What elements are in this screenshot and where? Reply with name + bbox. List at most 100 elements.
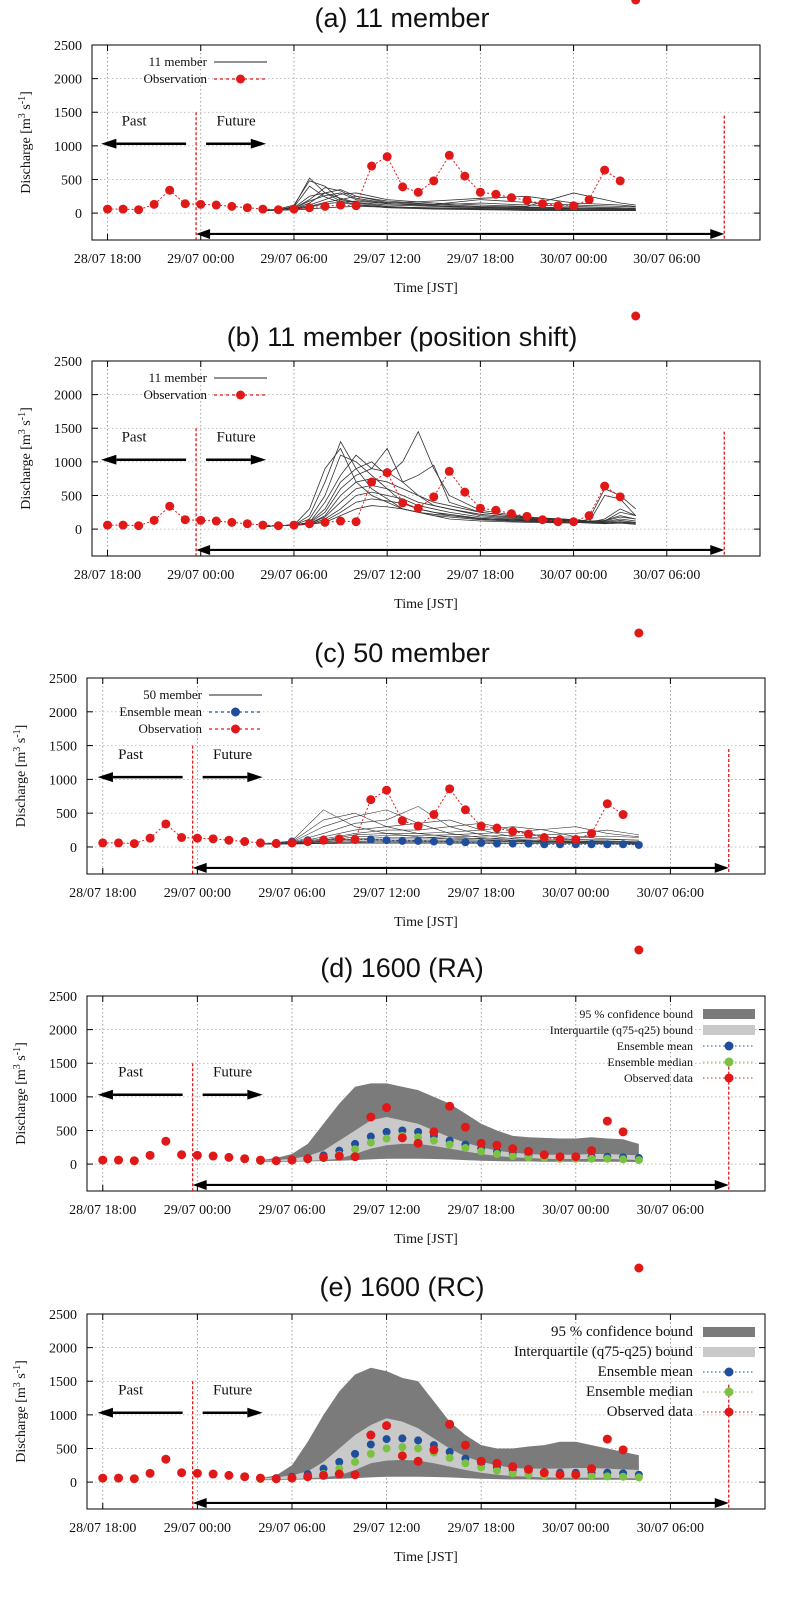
x-tick-label: 29/07 18:00 bbox=[448, 886, 515, 901]
ensemble-median-point bbox=[445, 1140, 454, 1149]
observation-point bbox=[413, 1138, 423, 1148]
ensemble-mean-point bbox=[603, 840, 612, 849]
legend: 11 member Observation bbox=[143, 370, 267, 402]
forecast-period-arrow-left bbox=[196, 544, 211, 555]
ensemble-median-point bbox=[603, 1154, 612, 1163]
legend-swatch-point bbox=[724, 1041, 734, 1051]
x-tick-label: 30/07 00:00 bbox=[542, 1521, 609, 1536]
observation-point bbox=[224, 1470, 234, 1480]
observation-point bbox=[602, 1116, 612, 1126]
y-tick-label: 2500 bbox=[54, 39, 82, 54]
legend-swatch-iqr bbox=[703, 1025, 755, 1035]
observation-point bbox=[382, 1421, 392, 1431]
observation-point bbox=[445, 1419, 455, 1429]
future-label: Future bbox=[213, 1065, 253, 1081]
y-axis-label: Discharge [m3 s-1] bbox=[12, 725, 29, 828]
ensemble-median-point bbox=[508, 1152, 517, 1161]
observation-point bbox=[475, 503, 485, 513]
observation-point bbox=[553, 201, 563, 211]
past-label: Past bbox=[118, 1383, 144, 1399]
observation-point bbox=[114, 1155, 124, 1165]
ensemble-median-point bbox=[634, 1473, 643, 1482]
x-tick-label: 30/07 00:00 bbox=[540, 568, 607, 583]
legend-label: 95 % confidence bound bbox=[579, 1007, 693, 1021]
ensemble-mean-point bbox=[335, 1457, 344, 1466]
x-axis-label: Time [JST] bbox=[394, 1232, 458, 1247]
observation-point bbox=[165, 501, 175, 511]
panel-d-title: (d) 1600 (RA) bbox=[320, 953, 484, 983]
observation-point bbox=[114, 1473, 124, 1483]
observation-point bbox=[255, 1155, 265, 1165]
past-label: Past bbox=[118, 747, 144, 763]
observation-point bbox=[271, 839, 281, 849]
x-tick-label: 28/07 18:00 bbox=[74, 252, 141, 267]
observation-point bbox=[600, 165, 610, 175]
observation-point bbox=[287, 838, 297, 848]
observation-point bbox=[634, 945, 644, 955]
ensemble-median-point bbox=[429, 1136, 438, 1145]
y-axis-label-part: s bbox=[14, 1373, 29, 1382]
x-tick-label: 30/07 00:00 bbox=[540, 252, 607, 267]
forecast-period-arrow-right bbox=[714, 1497, 729, 1508]
future-label: Future bbox=[213, 747, 253, 763]
y-axis-label-part: 3 bbox=[17, 429, 28, 434]
y-axis-label-part: ] bbox=[19, 91, 34, 96]
observation-point bbox=[615, 492, 625, 502]
y-axis-label-part: s bbox=[19, 420, 34, 429]
x-tick-label: 29/07 00:00 bbox=[164, 1203, 231, 1218]
x-tick-label: 29/07 12:00 bbox=[353, 1521, 420, 1536]
member-line bbox=[262, 478, 636, 527]
observation-point bbox=[492, 1458, 502, 1468]
y-tick-label: 1000 bbox=[49, 773, 77, 788]
observation-point bbox=[634, 628, 644, 638]
observation-point bbox=[587, 828, 597, 838]
observation-point bbox=[336, 200, 346, 210]
past-label: Past bbox=[118, 1065, 144, 1081]
observation-point bbox=[320, 201, 330, 211]
observation-point bbox=[571, 1470, 581, 1480]
legend: 95 % confidence bound Interquartile (q75-… bbox=[550, 1007, 755, 1085]
observation-point bbox=[145, 1150, 155, 1160]
x-tick-label: 29/07 18:00 bbox=[447, 568, 514, 583]
y-tick-label: 2500 bbox=[49, 1308, 77, 1323]
ensemble-mean-point bbox=[414, 836, 423, 845]
y-axis-label-part: s bbox=[19, 104, 34, 113]
observation-point bbox=[444, 150, 454, 160]
observation-point bbox=[192, 1150, 202, 1160]
y-tick-label: 1000 bbox=[54, 456, 82, 471]
y-axis-label-part: ] bbox=[14, 725, 29, 730]
observation-point bbox=[429, 176, 439, 186]
past-label: Past bbox=[122, 114, 148, 130]
y-tick-label: 2500 bbox=[54, 355, 82, 370]
ensemble-mean-point bbox=[398, 1434, 407, 1443]
future-label: Future bbox=[216, 430, 256, 446]
observation-point bbox=[350, 835, 360, 845]
y-tick-label: 500 bbox=[61, 173, 82, 188]
observation-point bbox=[429, 1445, 439, 1455]
legend-swatch-point bbox=[724, 1073, 734, 1083]
observation-point bbox=[508, 1144, 518, 1154]
y-axis-label-part: Discharge [m bbox=[19, 118, 34, 194]
observation-point bbox=[522, 195, 532, 205]
future-label: Future bbox=[216, 114, 256, 130]
observation-point bbox=[444, 466, 454, 476]
observation-point bbox=[571, 1152, 581, 1162]
observation-point bbox=[584, 195, 594, 205]
ensemble-median-point bbox=[477, 1463, 486, 1472]
observation-point bbox=[255, 1473, 265, 1483]
x-tick-label: 30/07 00:00 bbox=[542, 886, 609, 901]
observation-point bbox=[618, 1127, 628, 1137]
ensemble-mean-point bbox=[366, 1132, 375, 1141]
observation-point bbox=[367, 161, 377, 171]
observation-point bbox=[177, 833, 187, 843]
y-tick-label: 0 bbox=[75, 523, 82, 538]
observation-point bbox=[631, 0, 641, 5]
observation-point bbox=[397, 1451, 407, 1461]
x-tick-label: 29/07 06:00 bbox=[258, 1203, 325, 1218]
x-tick-label: 29/07 18:00 bbox=[448, 1521, 515, 1536]
y-axis-label: Discharge [m3 s-1] bbox=[12, 1042, 29, 1145]
observation-point bbox=[149, 199, 159, 209]
observation-point bbox=[569, 201, 579, 211]
legend-swatch-point bbox=[724, 1367, 734, 1377]
observation-point bbox=[351, 517, 361, 527]
